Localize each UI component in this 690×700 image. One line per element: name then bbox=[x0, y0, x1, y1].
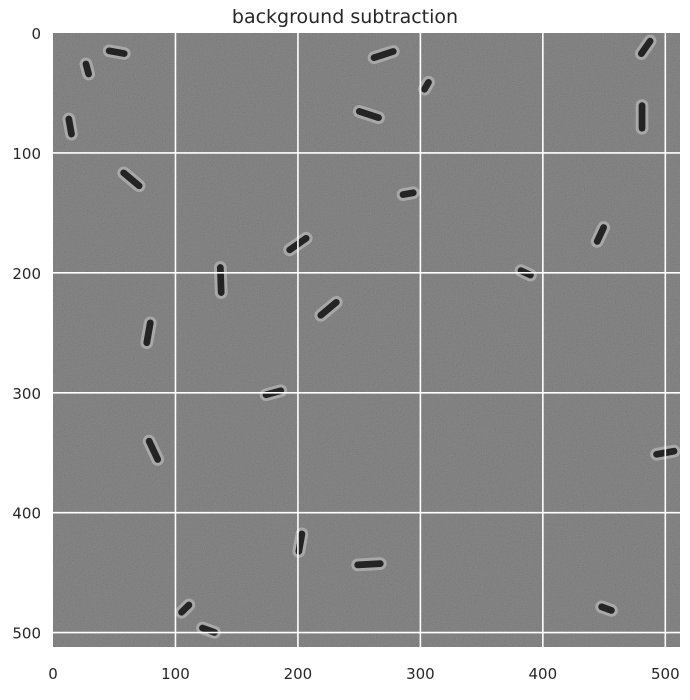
cell-body bbox=[355, 108, 382, 122]
y-tick-label: 200 bbox=[12, 265, 41, 283]
bacterium-cell bbox=[79, 57, 96, 81]
x-axis: 0 100 200 300 400 500 bbox=[48, 665, 679, 683]
cell-body bbox=[120, 169, 143, 190]
cell-body bbox=[178, 601, 193, 616]
bacterium-cell bbox=[595, 600, 618, 617]
x-tick-label: 100 bbox=[161, 665, 190, 683]
bacterium-cell bbox=[634, 34, 657, 61]
x-tick-label: 400 bbox=[529, 665, 558, 683]
micrograph-panel bbox=[53, 33, 680, 647]
bacterium-cell bbox=[590, 221, 611, 248]
x-tick-label: 200 bbox=[284, 665, 313, 683]
x-tick-label: 500 bbox=[651, 665, 680, 683]
cell-body bbox=[593, 224, 608, 245]
bacterium-cell bbox=[213, 261, 228, 299]
bacterium-cell bbox=[635, 99, 649, 135]
cell-body bbox=[65, 115, 75, 138]
bacterium-cell bbox=[418, 75, 435, 96]
bacterium-cell bbox=[352, 105, 385, 125]
x-tick-label: 0 bbox=[48, 665, 58, 683]
cell-body bbox=[145, 437, 162, 463]
y-tick-label: 400 bbox=[12, 505, 41, 523]
image-background bbox=[53, 33, 680, 647]
cell-body bbox=[399, 189, 417, 198]
y-tick-label: 300 bbox=[12, 385, 41, 403]
y-axis: 0 100 200 300 400 500 bbox=[12, 25, 41, 643]
bacterium-cell bbox=[62, 112, 78, 141]
bacterium-cell bbox=[117, 166, 146, 193]
cell-body bbox=[317, 298, 340, 319]
bacterium-cell bbox=[175, 598, 196, 619]
cell-body bbox=[598, 603, 615, 614]
cell-body bbox=[143, 319, 154, 347]
cell-body bbox=[421, 78, 432, 93]
bacterium-cell bbox=[142, 434, 165, 466]
chart-title: background subtraction bbox=[231, 6, 459, 28]
x-tick-label: 300 bbox=[406, 665, 435, 683]
cell-body bbox=[105, 47, 128, 57]
y-tick-label: 100 bbox=[12, 145, 41, 163]
cell-body bbox=[370, 48, 397, 62]
bacterium-cell bbox=[367, 45, 400, 65]
cell-body bbox=[354, 560, 384, 569]
bacterium-cell bbox=[102, 44, 131, 60]
cell-body bbox=[216, 264, 225, 296]
bacterium-cell bbox=[140, 316, 157, 350]
grid-lines bbox=[53, 33, 680, 647]
bacterium-cell bbox=[351, 557, 387, 572]
cell-body bbox=[637, 37, 654, 58]
bacterium-cell bbox=[314, 295, 343, 322]
cell-body bbox=[82, 60, 93, 78]
y-tick-label: 500 bbox=[12, 625, 41, 643]
cell-body bbox=[638, 102, 646, 132]
bacterium-cell bbox=[396, 186, 420, 201]
y-tick-label: 0 bbox=[31, 25, 41, 43]
